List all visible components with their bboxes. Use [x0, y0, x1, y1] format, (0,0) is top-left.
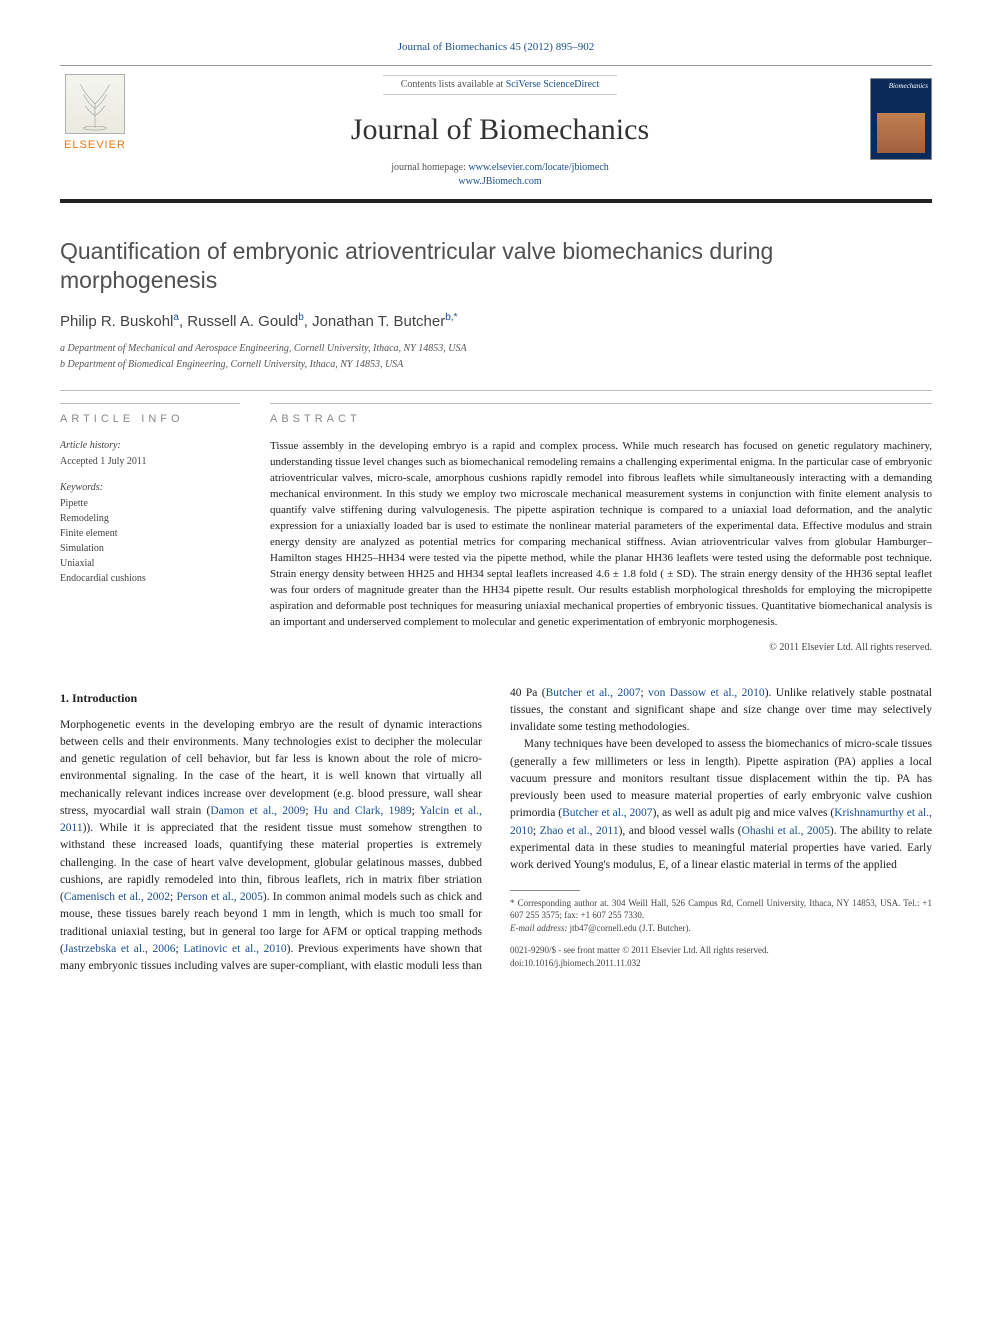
top-citation: Journal of Biomechanics 45 (2012) 895–90…: [60, 40, 932, 55]
corresponding-author-footnote: * Corresponding author at. 304 Weill Hal…: [510, 897, 932, 933]
doi-block: 0021-9290/$ - see front matter © 2011 El…: [510, 944, 932, 971]
article-title: Quantification of embryonic atrioventric…: [60, 237, 932, 295]
citation-link[interactable]: Latinovic et al., 2010: [183, 943, 286, 955]
cover-thumb-title: Biomechanics: [871, 79, 931, 92]
info-abstract-row: ARTICLE INFO Article history: Accepted 1…: [60, 390, 932, 655]
author-2: Russell A. Gould: [187, 313, 298, 330]
citation-link[interactable]: Butcher et al., 2007: [562, 807, 652, 819]
article-history-text: Accepted 1 July 2011: [60, 455, 240, 469]
author-2-aff: b: [298, 312, 304, 323]
body-text: ), and blood vessel walls (: [619, 825, 742, 837]
citation-link[interactable]: Person et al., 2005: [176, 891, 262, 903]
citation-link[interactable]: Hu and Clark, 1989: [314, 805, 412, 817]
journal-homepage-links: journal homepage: www.elsevier.com/locat…: [146, 161, 854, 189]
homepage-link-2[interactable]: www.JBiomech.com: [146, 175, 854, 189]
keyword: Endocardial cushions: [60, 572, 240, 586]
email-value[interactable]: jtb47@cornell.edu (J.T. Butcher).: [570, 923, 691, 933]
affiliations: a Department of Mechanical and Aerospace…: [60, 342, 932, 372]
contents-available: Contents lists available at SciVerse Sci…: [383, 75, 618, 95]
corr-author-text: * Corresponding author at. 304 Weill Hal…: [510, 897, 932, 921]
article-info-column: ARTICLE INFO Article history: Accepted 1…: [60, 403, 240, 655]
citation-link[interactable]: Jastrzebska et al., 2006: [64, 943, 176, 955]
publisher-label: ELSEVIER: [64, 138, 126, 153]
publisher-logo: ELSEVIER: [60, 74, 130, 164]
keyword: Simulation: [60, 542, 240, 556]
keyword: Uniaxial: [60, 557, 240, 571]
abstract-text: Tissue assembly in the developing embryo…: [270, 439, 932, 630]
body-text: ;: [412, 805, 420, 817]
citation-link[interactable]: Camenisch et al., 2002: [64, 891, 170, 903]
body-text: ;: [305, 805, 313, 817]
email-label: E-mail address:: [510, 923, 567, 933]
masthead-center: Contents lists available at SciVerse Sci…: [146, 74, 854, 199]
homepage-prefix: journal homepage:: [391, 162, 468, 173]
keywords-label: Keywords:: [60, 481, 240, 495]
body-text: ;: [533, 825, 540, 837]
abstract-heading: ABSTRACT: [270, 412, 932, 427]
body-text: ), as well as adult pig and mice valves …: [653, 807, 835, 819]
doi-line: doi:10.1016/j.jbiomech.2011.11.032: [510, 957, 932, 971]
elsevier-tree-icon: [65, 74, 125, 134]
author-3-aff: b,*: [445, 312, 457, 323]
citation-link[interactable]: Damon et al., 2009: [210, 805, 305, 817]
affiliation-b: b Department of Biomedical Engineering, …: [60, 358, 932, 372]
section-1-heading: 1. Introduction: [60, 689, 482, 707]
body-two-column: 1. Introduction Morphogenetic events in …: [60, 685, 932, 976]
article-history-label: Article history:: [60, 439, 240, 453]
citation-link[interactable]: Butcher et al., 2007: [546, 687, 641, 699]
sciverse-link[interactable]: SciVerse ScienceDirect: [506, 79, 600, 90]
homepage-link-1[interactable]: www.elsevier.com/locate/jbiomech: [468, 162, 608, 173]
journal-cover-thumb: Biomechanics: [870, 78, 932, 160]
body-paragraph: Many techniques have been developed to a…: [510, 736, 932, 874]
keyword: Pipette: [60, 497, 240, 511]
author-1-aff: a: [173, 312, 179, 323]
author-3: Jonathan T. Butcher: [312, 313, 445, 330]
author-list: Philip R. Buskohla, Russell A. Gouldb, J…: [60, 311, 932, 332]
journal-title: Journal of Biomechanics: [146, 109, 854, 151]
masthead: ELSEVIER Contents lists available at Sci…: [60, 65, 932, 203]
issn-line: 0021-9290/$ - see front matter © 2011 El…: [510, 944, 932, 958]
body-text: ;: [641, 687, 649, 699]
article-info-heading: ARTICLE INFO: [60, 412, 240, 427]
cover-thumb-image: [877, 113, 925, 153]
citation-link[interactable]: von Dassow et al., 2010: [648, 687, 765, 699]
citation-link[interactable]: Ohashi et al., 2005: [742, 825, 830, 837]
keyword: Finite element: [60, 527, 240, 541]
abstract-copyright: © 2011 Elsevier Ltd. All rights reserved…: [270, 641, 932, 655]
keyword: Remodeling: [60, 512, 240, 526]
citation-link[interactable]: Zhao et al., 2011: [540, 825, 619, 837]
body-text: Morphogenetic events in the developing e…: [60, 719, 482, 817]
footnote-separator: [510, 890, 580, 891]
keywords-list: Pipette Remodeling Finite element Simula…: [60, 497, 240, 586]
contents-prefix: Contents lists available at: [401, 79, 506, 90]
top-citation-link[interactable]: Journal of Biomechanics 45 (2012) 895–90…: [398, 41, 594, 53]
author-1: Philip R. Buskohl: [60, 313, 173, 330]
affiliation-a: a Department of Mechanical and Aerospace…: [60, 342, 932, 356]
abstract-column: ABSTRACT Tissue assembly in the developi…: [270, 403, 932, 655]
